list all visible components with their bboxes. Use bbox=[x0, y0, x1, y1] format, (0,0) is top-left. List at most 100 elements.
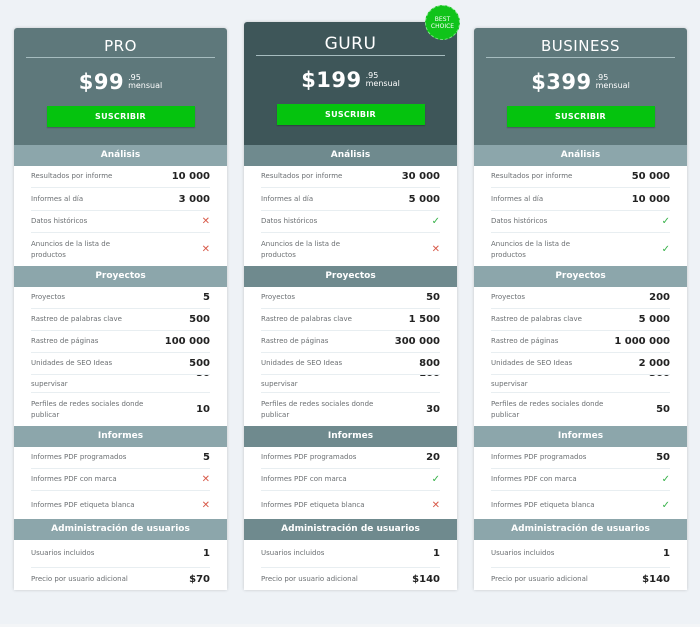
feature-label: Informes PDF con marca bbox=[261, 475, 347, 483]
feature-row: Unidades de SEO Ideas 2 000 bbox=[491, 353, 670, 375]
feature-label: Usuarios incluidos bbox=[31, 549, 95, 557]
plan-header: BUSINESS $399 .95 mensual SUSCRIBIR bbox=[474, 28, 687, 145]
feature-label: Usuarios incluidos bbox=[261, 549, 325, 557]
feature-label: Datos históricos bbox=[261, 217, 318, 225]
section-header-analisis: Análisis bbox=[14, 145, 227, 166]
feature-row: Informes al día 3 000 bbox=[31, 188, 210, 211]
header-divider bbox=[486, 57, 675, 58]
feature-row: Datos históricos ✕ bbox=[31, 211, 210, 233]
section-informes: Informes PDF programados 50 Informes PDF … bbox=[474, 447, 687, 519]
feature-row: Datos históricos ✓ bbox=[261, 211, 440, 233]
price: $399 .95 mensual bbox=[474, 69, 687, 95]
feature-label: Informes PDF etiqueta blanca bbox=[261, 500, 365, 509]
price: $199 .95 mensual bbox=[244, 67, 457, 93]
feature-value: 800 bbox=[419, 358, 440, 369]
cross-icon: ✕ bbox=[201, 499, 210, 511]
section-usuarios: Usuarios incluidos 1 Precio por usuario a… bbox=[244, 540, 457, 590]
feature-row: Anuncios de la lista de productos ✕ bbox=[31, 233, 210, 266]
feature-row: Proyectos 200 bbox=[491, 287, 670, 309]
plan-card-guru: BEST CHOICE GURU $199 .95 mensual SUSCRI… bbox=[244, 5, 460, 590]
feature-row: Informes PDF programados 50 bbox=[491, 447, 670, 469]
feature-row: Usuarios incluidos 1 bbox=[31, 540, 210, 568]
feature-value: 5 bbox=[203, 452, 210, 463]
section-analisis: Resultados por informe 30 000 Informes al… bbox=[244, 166, 457, 266]
best-choice-badge: BEST CHOICE bbox=[425, 5, 460, 40]
feature-value: 100 bbox=[419, 375, 440, 379]
feature-value: 5 000 bbox=[638, 314, 670, 325]
price-amount: $99 bbox=[78, 70, 125, 94]
feature-row: Datos históricos ✓ bbox=[491, 211, 670, 233]
feature-value: $70 bbox=[189, 573, 210, 585]
feature-row: Rastreo de palabras clave 500 bbox=[31, 309, 210, 331]
plan-name: GURU bbox=[324, 34, 377, 54]
section-header-usuarios: Administración de usuarios bbox=[474, 519, 687, 540]
section-header-usuarios: Administración de usuarios bbox=[244, 519, 457, 540]
subscribe-button[interactable]: SUSCRIBIR bbox=[506, 106, 655, 127]
feature-row: Resultados por informe 30 000 bbox=[261, 166, 440, 188]
price-cents: .95 bbox=[365, 71, 379, 80]
feature-label: Anuncios de la lista de productos bbox=[31, 239, 111, 259]
feature-row: Usuarios incluidos 1 bbox=[491, 540, 670, 568]
feature-row: Rastreo de páginas 100 000 bbox=[31, 331, 210, 353]
price-period: mensual bbox=[128, 81, 163, 90]
feature-value: 20 bbox=[426, 452, 440, 463]
feature-row: Unidades de SEO Ideas 800 bbox=[261, 353, 440, 375]
feature-label: Datos históricos bbox=[31, 217, 88, 225]
feature-label: Resultados por informe bbox=[31, 172, 113, 180]
feature-value: 30 bbox=[426, 404, 440, 415]
feature-row: Informes PDF con marca ✓ bbox=[491, 469, 670, 491]
feature-value: 1 500 bbox=[408, 314, 440, 325]
badge-line1: BEST bbox=[434, 15, 451, 23]
feature-row: Rastreo de páginas 1 000 000 bbox=[491, 331, 670, 353]
feature-row: Resultados por informe 50 000 bbox=[491, 166, 670, 188]
section-analisis: Resultados por informe 10 000 Informes al… bbox=[14, 166, 227, 266]
plan-header: GURU $199 .95 mensual SUSCRIBIR bbox=[244, 22, 457, 145]
feature-value: 300 000 bbox=[394, 336, 440, 347]
feature-value: 50 bbox=[196, 375, 210, 379]
cross-icon: ✕ bbox=[431, 499, 440, 511]
feature-label: Anuncios de la lista de productos bbox=[261, 239, 341, 259]
feature-label: Informes al día bbox=[31, 194, 84, 203]
feature-label: Proyectos bbox=[31, 293, 66, 301]
feature-row: Informes PDF programados 20 bbox=[261, 447, 440, 469]
feature-value: 100 000 bbox=[164, 336, 210, 347]
feature-label: Proyectos bbox=[261, 293, 296, 301]
feature-row: Perfiles de redes sociales donde publica… bbox=[31, 393, 210, 426]
cross-icon: ✕ bbox=[431, 244, 440, 255]
feature-row-clipped: supervisar 100 bbox=[261, 375, 440, 393]
price-cents: .95 bbox=[595, 73, 609, 82]
feature-value: 50 000 bbox=[631, 171, 670, 182]
feature-value: 50 bbox=[426, 292, 440, 303]
subscribe-button[interactable]: SUSCRIBIR bbox=[46, 106, 195, 127]
feature-value: 10 000 bbox=[631, 193, 670, 205]
check-icon: ✓ bbox=[661, 499, 670, 511]
price-detail: .95 mensual bbox=[128, 74, 162, 90]
feature-label: Precio por usuario adicional bbox=[261, 574, 358, 583]
section-header-informes: Informes bbox=[474, 426, 687, 447]
feature-label: Resultados por informe bbox=[261, 172, 343, 180]
feature-label: Perfiles de redes sociales donde publica… bbox=[491, 399, 604, 419]
plan-card-business: BUSINESS $399 .95 mensual SUSCRIBIR Anál… bbox=[474, 28, 687, 590]
feature-label: Informes PDF con marca bbox=[491, 475, 577, 483]
plan-header: PRO $99 .95 mensual SUSCRIBIR bbox=[14, 28, 227, 145]
bottom-edge bbox=[0, 624, 700, 627]
feature-label: Rastreo de páginas bbox=[261, 337, 329, 345]
cross-icon: ✕ bbox=[201, 244, 210, 255]
feature-row: Informes al día 5 000 bbox=[261, 188, 440, 211]
feature-row: Precio por usuario adicional $70 bbox=[31, 568, 210, 590]
section-header-informes: Informes bbox=[14, 426, 227, 447]
subscribe-button[interactable]: SUSCRIBIR bbox=[276, 104, 425, 125]
feature-value: 300 bbox=[649, 375, 670, 379]
plan-card-pro: PRO $99 .95 mensual SUSCRIBIR Análisis R… bbox=[14, 28, 227, 590]
feature-label: Precio por usuario adicional bbox=[31, 574, 128, 583]
feature-row: Informes PDF con marca ✕ bbox=[31, 469, 210, 491]
feature-label: supervisar bbox=[491, 380, 528, 388]
feature-label: Informes al día bbox=[261, 194, 314, 203]
check-icon: ✓ bbox=[661, 244, 670, 255]
feature-label: supervisar bbox=[31, 380, 68, 388]
feature-value: 500 bbox=[189, 358, 210, 369]
section-proyectos: Proyectos 50 Rastreo de palabras clave 1 5… bbox=[244, 287, 457, 426]
feature-label: Informes PDF con marca bbox=[31, 475, 117, 483]
feature-label: Resultados por informe bbox=[491, 172, 573, 180]
feature-value: 200 bbox=[649, 292, 670, 303]
